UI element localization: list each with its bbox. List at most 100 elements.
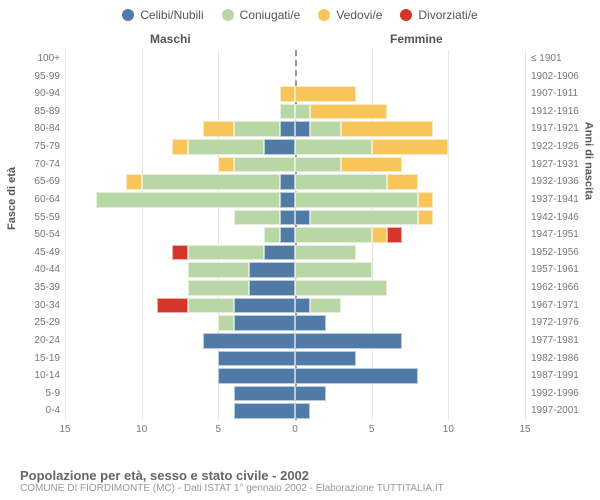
age-row: 45-491952-1956 — [65, 244, 525, 262]
birth-year-label: 1982-1986 — [531, 350, 593, 368]
bar-segment-male-coniugati — [142, 174, 280, 190]
male-header: Maschi — [150, 32, 191, 46]
birth-year-label: 1912-1916 — [531, 103, 593, 121]
age-label: 45-49 — [20, 244, 60, 262]
bar-segment-male-divorziati — [172, 245, 187, 261]
birth-year-label: 1972-1976 — [531, 314, 593, 332]
bar-segment-male-vedovi — [172, 139, 187, 155]
legend: Celibi/Nubili Coniugati/e Vedovi/e Divorzia… — [0, 0, 600, 26]
birth-year-label: 1932-1936 — [531, 173, 593, 191]
age-row: 75-791922-1926 — [65, 138, 525, 156]
bar-segment-male-celibi — [234, 386, 295, 402]
age-label: 90-94 — [20, 85, 60, 103]
bar-segment-male-celibi — [249, 280, 295, 296]
bar-segment-male-coniugati — [234, 157, 295, 173]
birth-year-label: 1942-1946 — [531, 209, 593, 227]
bar-segment-female-celibi — [295, 315, 326, 331]
legend-label: Coniugati/e — [240, 8, 301, 22]
birth-year-label: 1977-1981 — [531, 332, 593, 350]
age-label: 20-24 — [20, 332, 60, 350]
age-label: 35-39 — [20, 279, 60, 297]
age-label: 0-4 — [20, 402, 60, 420]
bar-segment-female-vedovi — [372, 227, 387, 243]
bar-segment-female-coniugati — [295, 139, 372, 155]
bar-segment-male-vedovi — [203, 121, 234, 137]
bar-segment-male-coniugati — [234, 210, 280, 226]
age-row: 100+≤ 1901 — [65, 50, 525, 68]
bar-segment-female-coniugati — [295, 192, 418, 208]
gridline — [525, 50, 526, 420]
bar-segment-male-vedovi — [280, 86, 295, 102]
age-row: 95-991902-1906 — [65, 68, 525, 86]
bar-segment-male-celibi — [280, 121, 295, 137]
age-row: 25-291972-1976 — [65, 314, 525, 332]
birth-year-label: 1922-1926 — [531, 138, 593, 156]
bar-segment-female-coniugati — [310, 298, 341, 314]
bar-segment-female-celibi — [295, 333, 402, 349]
bar-segment-female-coniugati — [295, 104, 310, 120]
bar-segment-male-celibi — [249, 262, 295, 278]
x-tick-label: 15 — [59, 424, 70, 435]
bar-segment-male-coniugati — [280, 104, 295, 120]
age-row: 15-191982-1986 — [65, 350, 525, 368]
age-label: 70-74 — [20, 156, 60, 174]
age-label: 60-64 — [20, 191, 60, 209]
legend-item: Celibi/Nubili — [122, 8, 203, 22]
bar-segment-male-coniugati — [188, 280, 249, 296]
bar-segment-male-divorziati — [157, 298, 188, 314]
x-tick-label: 5 — [369, 424, 375, 435]
age-row: 35-391962-1966 — [65, 279, 525, 297]
age-row: 0-41997-2001 — [65, 402, 525, 420]
bar-segment-male-coniugati — [188, 262, 249, 278]
bar-segment-female-celibi — [295, 368, 418, 384]
bar-segment-male-celibi — [234, 298, 295, 314]
bar-segment-female-vedovi — [418, 192, 433, 208]
birth-year-label: 1947-1951 — [531, 226, 593, 244]
bar-segment-male-vedovi — [126, 174, 141, 190]
age-label: 10-14 — [20, 367, 60, 385]
bar-segment-male-vedovi — [218, 157, 233, 173]
age-label: 95-99 — [20, 68, 60, 86]
bar-segment-female-coniugati — [295, 262, 372, 278]
legend-swatch — [122, 9, 134, 21]
bar-segment-male-celibi — [280, 210, 295, 226]
age-row: 85-891912-1916 — [65, 103, 525, 121]
bar-segment-female-vedovi — [418, 210, 433, 226]
legend-swatch — [400, 9, 412, 21]
age-row: 5-91992-1996 — [65, 385, 525, 403]
age-row: 20-241977-1981 — [65, 332, 525, 350]
age-row: 10-141987-1991 — [65, 367, 525, 385]
bar-segment-male-celibi — [218, 368, 295, 384]
x-tick-label: 15 — [519, 424, 530, 435]
bar-segment-female-celibi — [295, 210, 310, 226]
legend-label: Divorziati/e — [418, 8, 477, 22]
bar-segment-female-celibi — [295, 386, 326, 402]
bar-segment-male-celibi — [280, 192, 295, 208]
legend-swatch — [222, 9, 234, 21]
bar-segment-female-coniugati — [310, 210, 417, 226]
footer: Popolazione per età, sesso e stato civil… — [20, 468, 580, 494]
bar-segment-male-celibi — [218, 351, 295, 367]
x-tick-label: 5 — [216, 424, 222, 435]
bar-segment-female-coniugati — [295, 174, 387, 190]
legend-item: Divorziati/e — [400, 8, 477, 22]
age-row: 60-641937-1941 — [65, 191, 525, 209]
age-label: 30-34 — [20, 297, 60, 315]
birth-year-label: 1952-1956 — [531, 244, 593, 262]
birth-year-label: 1967-1971 — [531, 297, 593, 315]
legend-item: Vedovi/e — [318, 8, 382, 22]
age-label: 5-9 — [20, 385, 60, 403]
age-label: 50-54 — [20, 226, 60, 244]
bar-segment-female-vedovi — [341, 121, 433, 137]
chart-title: Popolazione per età, sesso e stato civil… — [20, 468, 580, 483]
age-row: 30-341967-1971 — [65, 297, 525, 315]
bar-segment-female-celibi — [295, 121, 310, 137]
legend-label: Celibi/Nubili — [140, 8, 203, 22]
bar-segment-male-celibi — [264, 139, 295, 155]
bar-segment-male-celibi — [234, 403, 295, 419]
age-row: 50-541947-1951 — [65, 226, 525, 244]
age-row: 40-441957-1961 — [65, 261, 525, 279]
age-label: 65-69 — [20, 173, 60, 191]
age-label: 40-44 — [20, 261, 60, 279]
x-tick-label: 10 — [136, 424, 147, 435]
